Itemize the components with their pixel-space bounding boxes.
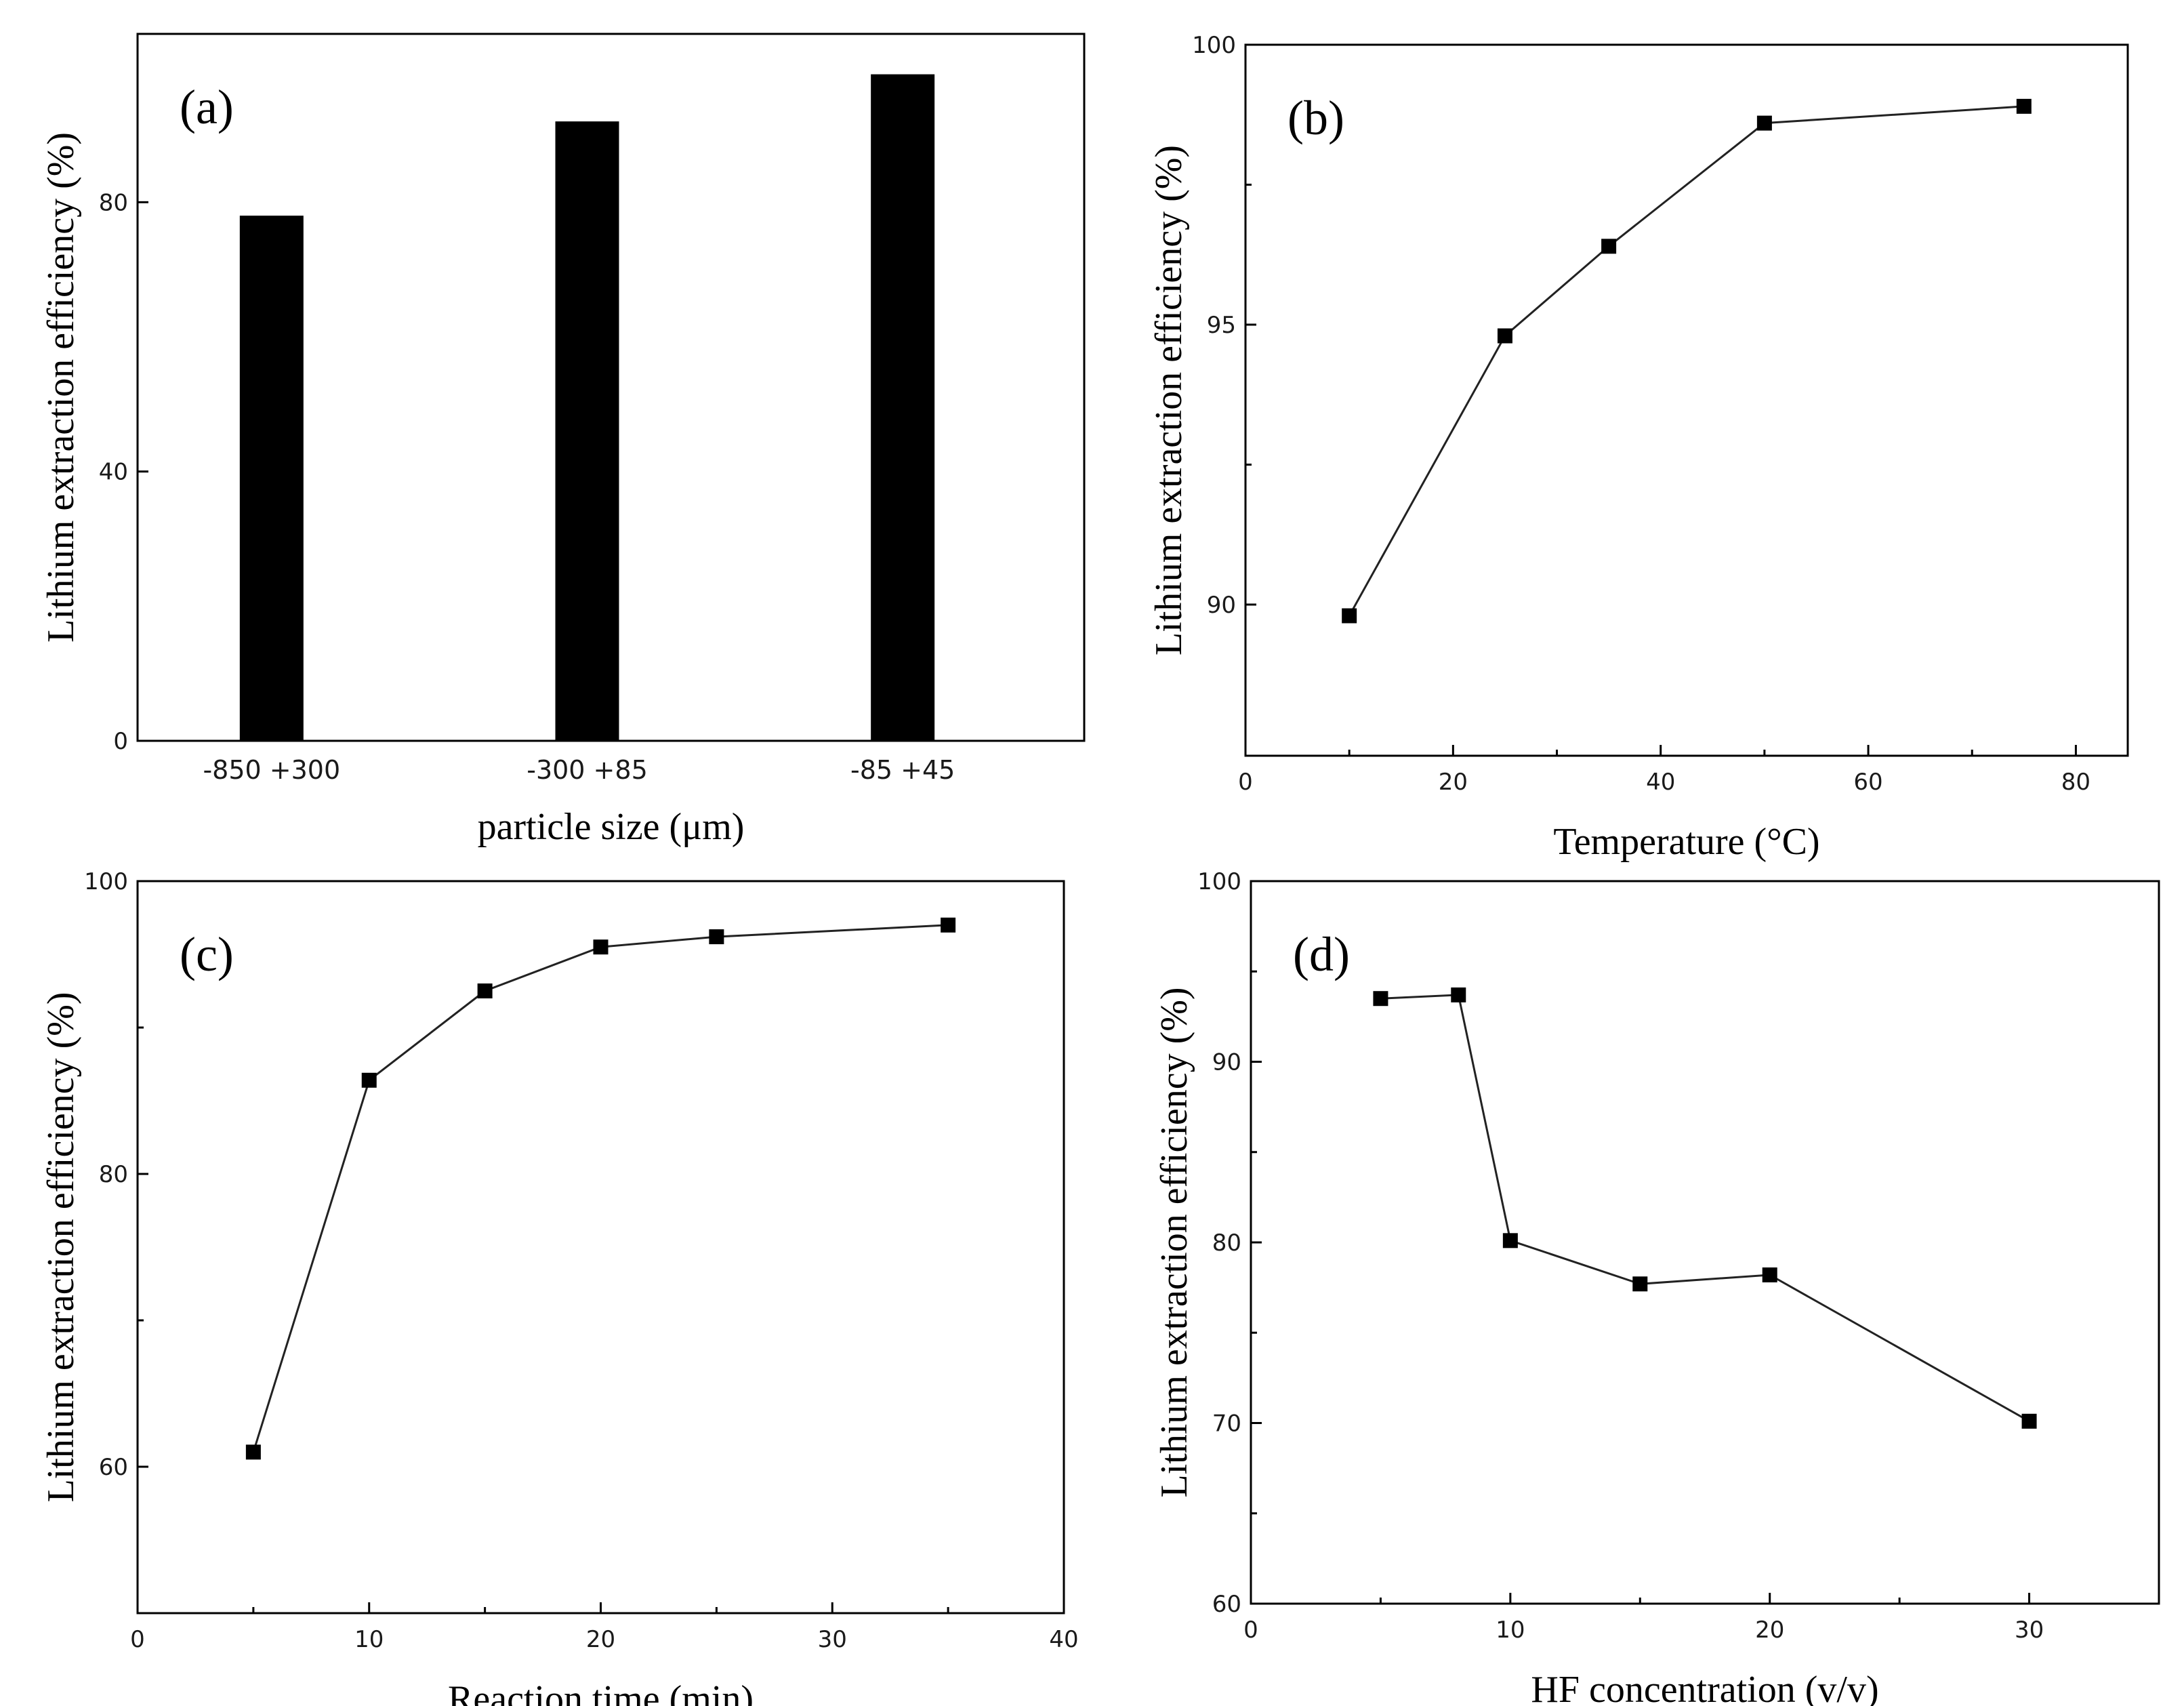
x-tick-label-a: -300 +85: [527, 755, 648, 785]
data-point-d-4: [1762, 1267, 1777, 1282]
data-point-d-5: [2021, 1413, 2037, 1429]
y-tick-label-a: 40: [99, 459, 128, 486]
y-tick-label-a: 0: [113, 728, 128, 755]
panel-c: 60 80 100 0 10 20 30 40 (c) Reaction time (min) Li…: [40, 868, 1079, 1706]
x-tick-label-a: -85 +45: [850, 755, 955, 785]
data-point-d-1: [1451, 987, 1466, 1002]
x-tick-label-b: 80: [2061, 769, 2090, 796]
y-tick-label-b: 95: [1207, 312, 1236, 339]
data-point-c-0: [245, 1444, 261, 1460]
x-tick-label-d: 0: [1243, 1617, 1258, 1644]
x-tick-label-c: 0: [130, 1626, 145, 1653]
panel-a: 0 40 80 -850 +300 -300 +85 -85 +45 (a) particle…: [40, 33, 1086, 848]
x-tick-label-b: 20: [1439, 769, 1468, 796]
data-point-d-0: [1373, 991, 1388, 1007]
y-axis-title-b: Lithium extraction efficiency (%): [1148, 145, 1190, 655]
x-axis-title-b: Temperature (°C): [1553, 821, 1819, 863]
y-tick-label-d: 70: [1212, 1410, 1241, 1438]
data-point-c-3: [593, 939, 609, 955]
x-tick-label-c: 20: [586, 1626, 615, 1653]
plot-frame-d: [1250, 880, 2160, 1605]
x-axis-title-c: Reaction time (min): [448, 1678, 754, 1706]
x-tick-label-b: 40: [1646, 769, 1675, 796]
data-point-b-1: [1497, 328, 1512, 344]
data-point-d-2: [1502, 1233, 1518, 1248]
x-tick-label-d: 30: [2015, 1617, 2044, 1644]
y-tick-label-d: 90: [1212, 1049, 1241, 1076]
panel-label-c: (c): [180, 927, 234, 981]
x-tick-label-d: 10: [1496, 1617, 1525, 1644]
x-tick-label-c: 30: [818, 1626, 847, 1653]
y-tick-label-b: 90: [1207, 592, 1236, 619]
panel-label-b: (b): [1287, 91, 1344, 145]
y-tick-label-d: 60: [1212, 1591, 1241, 1618]
y-tick-label-c: 100: [84, 868, 128, 895]
bar-a-0: [239, 216, 304, 741]
data-point-b-4: [2016, 98, 2032, 114]
panel-label-a: (a): [180, 80, 234, 134]
y-tick-label-c: 80: [99, 1161, 128, 1188]
panel-d: 60 70 80 90 100 0 10 20 30 (d) HF concentration (v…: [1153, 868, 2160, 1706]
x-axis-title-a: particle size (μm): [478, 806, 745, 848]
x-tick-label-c: 40: [1049, 1626, 1078, 1653]
y-tick-label-d: 100: [1197, 868, 1241, 895]
y-tick-label-a: 80: [99, 189, 128, 216]
y-axis-title-c: Lithium extraction efficiency (%): [40, 992, 82, 1502]
series-line-d: [1380, 994, 2030, 1423]
x-tick-label-d: 20: [1755, 1617, 1784, 1644]
data-point-c-5: [941, 917, 956, 933]
panel-b: 90 95 100 0 20 40 60 80 (b) Temperature (°C) Lithi…: [1148, 32, 2129, 863]
y-axis-title-a: Lithium extraction efficiency (%): [40, 132, 82, 643]
plot-frame-c: [136, 880, 1065, 1614]
data-point-d-3: [1632, 1276, 1648, 1292]
x-tick-label-a: -850 +300: [203, 755, 340, 785]
series-line-c: [252, 924, 949, 1453]
y-axis-title-d: Lithium extraction efficiency (%): [1153, 987, 1195, 1497]
data-point-b-2: [1601, 239, 1617, 254]
x-tick-label-b: 60: [1853, 769, 1882, 796]
y-tick-label-c: 60: [99, 1454, 128, 1481]
x-tick-label-b: 0: [1238, 769, 1253, 796]
x-tick-label-c: 10: [354, 1626, 384, 1653]
data-point-c-4: [709, 929, 724, 945]
y-tick-label-b: 100: [1192, 32, 1236, 59]
data-point-c-2: [477, 983, 493, 998]
series-line-b: [1348, 105, 2024, 617]
y-tick-label-d: 80: [1212, 1230, 1241, 1257]
data-point-b-3: [1756, 115, 1772, 131]
data-point-c-1: [361, 1072, 377, 1088]
bar-a-2: [871, 74, 935, 742]
data-point-b-0: [1342, 608, 1357, 624]
plot-frame-b: [1244, 43, 2129, 757]
x-axis-title-d: HF concentration (v/v): [1531, 1669, 1878, 1706]
panel-label-d: (d): [1293, 927, 1350, 981]
bar-a-1: [555, 121, 619, 742]
